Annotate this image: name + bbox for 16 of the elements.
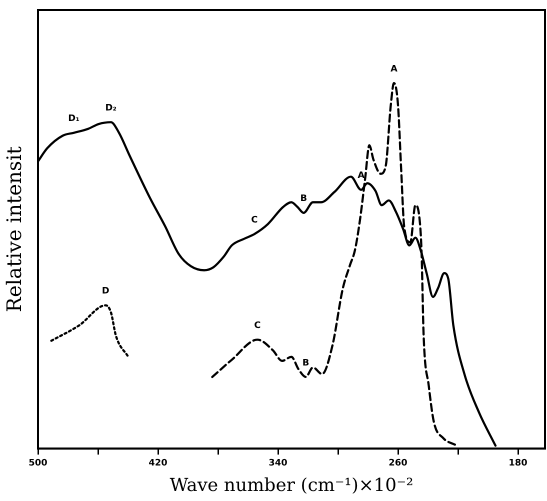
- annotation: A: [358, 171, 365, 182]
- annotation: B: [300, 194, 308, 204]
- annotation: D₁: [68, 114, 80, 124]
- x-tick-label: 420: [148, 458, 168, 468]
- annotation: D: [102, 286, 110, 297]
- x-tick-label: 500: [28, 458, 48, 468]
- x-tick-label: 260: [388, 458, 408, 468]
- annotation: C: [251, 215, 258, 226]
- annotation: D₂: [105, 104, 117, 114]
- x-axis-title: Wave number (cm⁻¹)×10⁻²: [170, 474, 414, 496]
- annotation: A: [390, 64, 398, 74]
- y-axis-title: Relative intensit: [2, 146, 26, 312]
- x-tick-label: 180: [508, 458, 528, 468]
- x-tick-label: 340: [268, 458, 288, 468]
- annotation: B: [302, 358, 310, 368]
- annotation: C: [254, 321, 262, 332]
